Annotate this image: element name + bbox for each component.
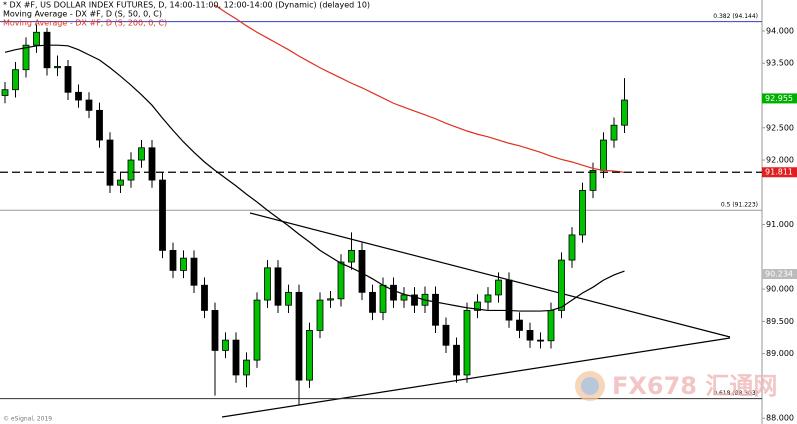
candle-body	[138, 147, 145, 161]
candle-body	[243, 359, 250, 376]
candle-body	[348, 249, 355, 263]
candle-body	[1, 89, 9, 96]
price-axis	[762, 0, 797, 424]
candle-body	[211, 310, 219, 351]
candle-body	[327, 298, 334, 301]
y-tick-label: 90.000	[766, 285, 794, 294]
y-tick-label: 92.500	[766, 123, 794, 132]
candle-body	[190, 257, 198, 286]
candle-body	[85, 99, 93, 111]
candle-body	[295, 291, 303, 381]
price-marker-label: 90.234	[765, 270, 793, 279]
candle-body	[232, 339, 240, 376]
candle-body	[180, 257, 187, 271]
watermark: FX678 汇通网	[575, 371, 777, 401]
price-marker-label: 92.955	[765, 94, 793, 103]
price-marker	[762, 269, 797, 280]
candle-body	[12, 69, 19, 91]
candle-body	[432, 293, 439, 326]
y-tick-label: 89.000	[766, 349, 794, 358]
watermark-text: FX678 汇通网	[612, 372, 777, 400]
candle-body	[96, 109, 103, 141]
candle-body	[253, 299, 261, 361]
candle-body	[222, 339, 229, 351]
candle-body	[537, 339, 544, 342]
fib-label: 0.618 (88.303)	[713, 390, 758, 397]
chart-title: * DX #F, US DOLLAR INDEX FUTURES, D, 14:…	[3, 1, 370, 10]
y-tick-label: 93.500	[766, 59, 794, 68]
y-tick-label: 89.500	[766, 317, 794, 326]
candle-body	[474, 301, 481, 311]
candle-body	[516, 319, 523, 331]
candle-body	[75, 91, 82, 101]
candle-body	[547, 310, 555, 342]
candle-body	[600, 139, 607, 171]
moving-average	[214, 4, 625, 173]
candle-body	[484, 294, 492, 303]
candle-body	[390, 284, 397, 301]
candle-body	[106, 139, 114, 186]
candle-body	[285, 291, 292, 306]
candle-body	[22, 44, 30, 71]
candle-body	[54, 66, 61, 69]
candle-body	[505, 279, 513, 321]
y-tick-label: 91.000	[766, 220, 794, 229]
candle-body	[159, 179, 166, 251]
trendline	[221, 337, 731, 418]
candle-body	[453, 344, 460, 376]
moving-average	[4, 44, 625, 312]
candle-body	[463, 310, 471, 376]
candle-body	[274, 267, 282, 306]
candle-body	[43, 31, 51, 69]
price-marker	[762, 167, 797, 178]
candle-body	[579, 189, 586, 236]
y-tick-label: 94.000	[766, 26, 794, 35]
candle-body	[264, 267, 271, 301]
candle-body	[442, 324, 450, 346]
candle-body	[610, 124, 618, 141]
legend-entry: Moving Average - DX #F, D (S, 200, 0, C)	[3, 19, 167, 28]
candle-body	[495, 279, 502, 296]
candle-body	[117, 179, 124, 186]
fib-label: 0.382 (94.144)	[713, 13, 758, 20]
candle-body	[148, 147, 156, 181]
candle-body	[169, 249, 177, 271]
candle-body	[369, 291, 376, 313]
candle-body	[558, 259, 565, 311]
candle-body	[127, 159, 135, 181]
candle-body	[411, 294, 418, 306]
candle-body	[201, 284, 208, 311]
candle-body	[400, 294, 408, 301]
candle-body	[306, 330, 313, 381]
y-tick-label: 88.000	[766, 414, 794, 423]
candle-body	[379, 284, 387, 313]
y-tick-label: 92.000	[766, 156, 794, 165]
legend-entry: Moving Average - DX #F, D (S, 50, 0, C)	[3, 10, 162, 19]
candle-body	[337, 261, 345, 300]
trendline	[249, 212, 731, 338]
candle-body	[64, 66, 72, 93]
candle-body	[568, 234, 576, 261]
candle-body	[526, 330, 534, 341]
candle-body	[621, 99, 628, 126]
candle-body	[33, 31, 40, 46]
fib-label: 0.5 (91.223)	[721, 202, 758, 209]
credit: © eSignal, 2019	[3, 416, 52, 423]
candle-body	[316, 299, 324, 331]
price-marker-label: 91.811	[765, 168, 793, 177]
candle-body	[589, 169, 597, 191]
price-marker	[762, 93, 797, 104]
